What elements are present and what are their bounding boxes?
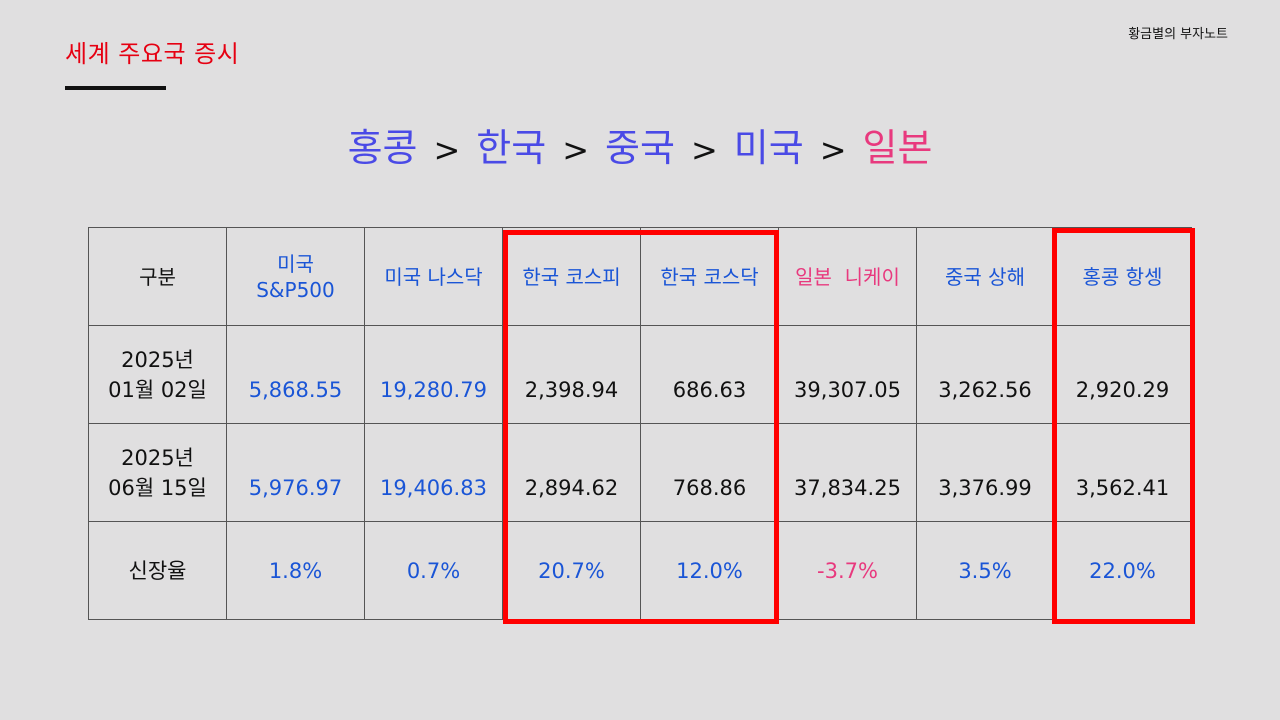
growth-cell: 0.7%: [364, 521, 503, 620]
table-row: 2025년 06월 15일 5,976.97 19,406.83 2,894.62…: [88, 423, 1192, 522]
ranking-separator: >: [562, 131, 590, 169]
column-header-shanghai: 중국 상해: [916, 227, 1054, 326]
row-header-growth: 신장율: [88, 521, 227, 620]
section-title: 세계 주요국 증시: [65, 40, 240, 68]
row-header-line: 06월 15일: [108, 475, 207, 500]
row-header-date: 2025년 06월 15일: [88, 423, 227, 522]
value-cell: 3,376.99: [916, 423, 1054, 522]
ranking-item-korea: 한국: [476, 126, 547, 170]
column-header-kosdaq: 한국 코스닥: [640, 227, 779, 326]
value-cell: 3,262.56: [916, 325, 1054, 424]
growth-cell: 3.5%: [916, 521, 1054, 620]
value-cell: 768.86: [640, 423, 779, 522]
title-underline: [65, 86, 166, 90]
growth-cell: 1.8%: [226, 521, 365, 620]
column-header-hangseng: 홍콩 항셍: [1053, 227, 1192, 326]
ranking-separator: >: [690, 131, 718, 169]
growth-cell: 20.7%: [502, 521, 641, 620]
ranking-separator: >: [819, 131, 847, 169]
value-cell: 2,894.62: [502, 423, 641, 522]
value-cell: 5,868.55: [226, 325, 365, 424]
ranking-item-usa: 미국: [733, 126, 804, 170]
market-ranking: 홍콩 > 한국 > 중국 > 미국 > 일본: [0, 120, 1280, 178]
table-row-growth: 신장율 1.8% 0.7% 20.7% 12.0% -3.7% 3.5% 22.…: [88, 521, 1192, 620]
value-cell: 2,920.29: [1053, 325, 1192, 424]
column-header-sp500: 미국 S&P500: [226, 227, 365, 326]
value-cell: 3,562.41: [1053, 423, 1192, 522]
column-header-nasdaq: 미국 나스닥: [364, 227, 503, 326]
value-cell: 19,406.83: [364, 423, 503, 522]
value-cell: 39,307.05: [778, 325, 917, 424]
value-cell: 2,398.94: [502, 325, 641, 424]
ranking-item-china: 중국: [605, 126, 675, 170]
row-header-line: 2025년: [121, 445, 194, 470]
column-header-nikkei: 일본 니케이: [778, 227, 917, 326]
value-cell: 5,976.97: [226, 423, 365, 522]
ranking-item-japan: 일본: [862, 126, 933, 170]
ranking-item-hongkong: 홍콩: [347, 126, 418, 170]
corner-header: 구분: [88, 227, 227, 326]
column-header-line: 미국: [277, 251, 314, 276]
table-header-row: 구분 미국 S&P500 미국 나스닥 한국 코스피 한국 코스닥 일본 니케이 …: [88, 227, 1192, 326]
row-header-date: 2025년 01월 02일: [88, 325, 227, 424]
value-cell: 37,834.25: [778, 423, 917, 522]
growth-cell: 12.0%: [640, 521, 779, 620]
brand-label: 황금별의 부자노트: [1128, 27, 1228, 42]
ranking-separator: >: [433, 131, 461, 169]
value-cell: 686.63: [640, 325, 779, 424]
row-header-line: 2025년: [121, 347, 194, 372]
table-row: 2025년 01월 02일 5,868.55 19,280.79 2,398.94…: [88, 325, 1192, 424]
column-header-line: S&P500: [256, 277, 335, 302]
row-header-line: 01월 02일: [108, 377, 207, 402]
market-index-table: 구분 미국 S&P500 미국 나스닥 한국 코스피 한국 코스닥 일본 니케이 …: [88, 227, 1192, 620]
column-header-kospi: 한국 코스피: [502, 227, 641, 326]
value-cell: 19,280.79: [364, 325, 503, 424]
growth-cell: 22.0%: [1053, 521, 1192, 620]
growth-cell: -3.7%: [778, 521, 917, 620]
